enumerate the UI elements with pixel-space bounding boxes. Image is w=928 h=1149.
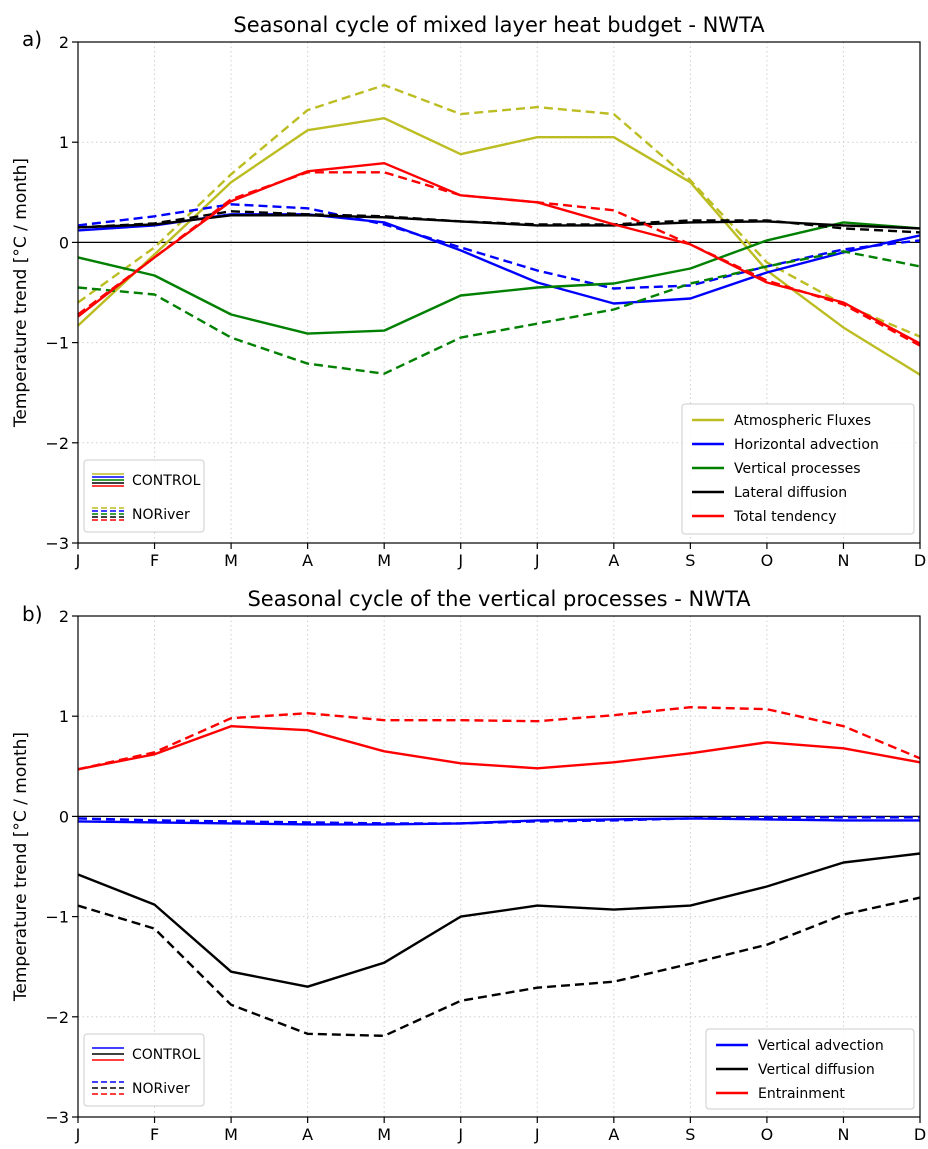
legend-entry: Atmospheric Fluxes	[734, 413, 871, 429]
y-tick-label: −2	[45, 434, 69, 453]
x-tick-label: O	[761, 551, 774, 570]
chart-title: Seasonal cycle of the vertical processes…	[247, 587, 751, 611]
x-tick-label: F	[150, 551, 159, 570]
y-axis-label: Temperature trend [°C / month]	[11, 732, 31, 1002]
series-line-total-tendency-noriver	[77, 171, 921, 347]
legend-entry: Total tendency	[733, 509, 836, 525]
y-tick-label: 2	[59, 607, 69, 626]
series-line-vertical-diffusion-control	[77, 852, 921, 988]
x-tick-label: J	[75, 1125, 81, 1144]
x-tick-label: A	[302, 1125, 313, 1144]
style-legend-entry: NORiver	[132, 1081, 190, 1097]
y-axis-label: Temperature trend [°C / month]	[11, 158, 31, 428]
style-legend-entry: CONTROL	[132, 1047, 201, 1063]
x-tick-label: J	[75, 551, 81, 570]
x-tick-label: N	[837, 551, 849, 570]
x-tick-label: A	[302, 551, 313, 570]
legend-entry: Vertical advection	[758, 1038, 884, 1054]
legend-frame	[705, 1028, 915, 1110]
style-legend: CONTROL NORiver	[83, 459, 205, 533]
style-legend-entry: CONTROL	[132, 473, 201, 489]
y-tick-label: 1	[59, 707, 69, 726]
x-tick-label: O	[761, 1125, 774, 1144]
x-tick-label: J	[457, 1125, 463, 1144]
series-line-vertical-processes-control	[77, 221, 921, 335]
x-tick-label: J	[534, 1125, 540, 1144]
legend-entry: Vertical processes	[734, 461, 861, 477]
y-tick-label: −2	[45, 1008, 69, 1027]
y-tick-label: 1	[59, 133, 69, 152]
series-line-total-tendency-control	[77, 161, 921, 345]
chart-panel-b: −3 −2 −1 0 1 2 J F M A M J J A S O N D Seasonal cycle of t…	[11, 587, 926, 1144]
plot-frame	[77, 41, 921, 544]
series-line-vertical-advection-noriver	[77, 816, 920, 825]
x-tick-label: S	[685, 551, 695, 570]
x-tick-label: S	[685, 1125, 695, 1144]
chart-panel-a: −3 −2 −1 0 1 2 J F M A M J J A S O N D Seasonal cycle of m…	[11, 13, 926, 570]
legend: Vertical advection Vertical diffusion Entr…	[705, 1028, 915, 1110]
x-tick-label: N	[837, 1125, 849, 1144]
legend-entry: Lateral diffusion	[734, 485, 847, 501]
series-line-atmospheric-fluxes-control	[77, 116, 921, 376]
x-tick-label: J	[457, 551, 463, 570]
x-tick-label: F	[150, 1125, 159, 1144]
style-legend: CONTROL NORiver	[83, 1033, 205, 1107]
y-tick-label: −3	[45, 534, 69, 553]
chart-title: Seasonal cycle of mixed layer heat budge…	[233, 13, 765, 37]
series-line-entrainment-control	[77, 725, 921, 771]
x-tick-label: M	[224, 551, 238, 570]
panel-label: a)	[22, 27, 42, 51]
x-tick-label: M	[377, 551, 391, 570]
x-tick-label: J	[534, 551, 540, 570]
series-line-vertical-processes-noriver	[77, 250, 921, 375]
legend-entry: Entrainment	[758, 1086, 845, 1102]
x-tick-label: A	[608, 551, 619, 570]
y-tick-label: 2	[59, 33, 69, 52]
series-line-atmospheric-fluxes-noriver	[77, 83, 921, 338]
y-tick-label: −1	[45, 908, 69, 927]
x-tick-label: M	[377, 1125, 391, 1144]
x-tick-label: D	[914, 1125, 926, 1144]
series-line-lateral-diffusion-noriver	[77, 210, 921, 234]
y-tick-label: 0	[59, 807, 69, 826]
legend: Atmospheric Fluxes Horizontal advection Ve…	[681, 403, 915, 535]
y-tick-label: −3	[45, 1108, 69, 1127]
style-legend-entry: NORiver	[132, 507, 190, 523]
legend-entry: Horizontal advection	[734, 437, 879, 453]
legend-entry: Vertical diffusion	[758, 1062, 875, 1078]
x-tick-label: D	[914, 551, 926, 570]
x-tick-label: M	[224, 1125, 238, 1144]
series-line-entrainment-noriver	[77, 706, 921, 771]
y-tick-label: 0	[59, 233, 69, 252]
series-line-vertical-diffusion-noriver	[77, 896, 921, 1038]
plot-frame	[77, 615, 921, 1118]
x-tick-label: A	[608, 1125, 619, 1144]
panel-label: b)	[22, 602, 43, 626]
y-tick-label: −1	[45, 334, 69, 353]
legend-frame	[681, 403, 915, 535]
